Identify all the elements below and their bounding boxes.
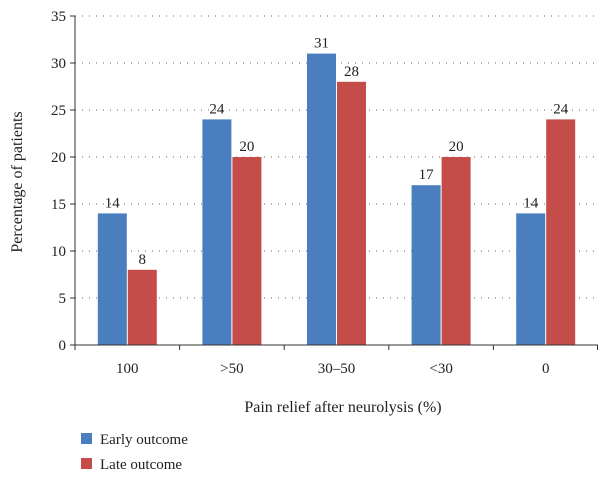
bar-early-1 xyxy=(202,119,232,346)
data-label: 20 xyxy=(449,139,464,155)
data-label: 28 xyxy=(344,64,359,80)
data-label: 8 xyxy=(139,252,147,268)
data-label: 14 xyxy=(523,195,539,211)
bar-late-1 xyxy=(232,157,262,345)
bar-late-0 xyxy=(127,269,157,345)
x-tick-label: 0 xyxy=(542,361,550,377)
y-tick-label: 20 xyxy=(51,150,66,166)
bar-late-2 xyxy=(337,81,366,346)
data-label: 20 xyxy=(239,139,254,155)
y-tick-label: 25 xyxy=(51,103,66,119)
data-label: 14 xyxy=(105,195,121,211)
data-label: 31 xyxy=(314,36,329,52)
y-tick-label: 10 xyxy=(51,244,66,260)
legend: Early outcome Late outcome xyxy=(81,432,188,473)
data-label: 24 xyxy=(209,101,225,117)
x-tick-label: 100 xyxy=(116,361,139,377)
bar-late-3 xyxy=(441,157,471,345)
x-tick-label: >50 xyxy=(220,361,243,377)
tick-labels: 0 5 10 15 20 25 30 35 100 >50 30–50 <30 0 xyxy=(51,9,549,377)
data-label: 24 xyxy=(553,101,569,117)
y-tick-label: 5 xyxy=(59,291,67,307)
legend-swatch-early xyxy=(81,433,92,444)
y-tick-label: 15 xyxy=(51,197,66,213)
bars xyxy=(97,53,576,346)
bar-early-3 xyxy=(411,185,441,345)
bar-early-4 xyxy=(516,213,546,345)
legend-label-late: Late outcome xyxy=(100,457,182,473)
x-tick-label: <30 xyxy=(429,361,452,377)
y-tick-label: 0 xyxy=(59,338,67,354)
y-axis-title: Percentage of patients xyxy=(9,111,26,252)
y-tick-label: 35 xyxy=(51,9,66,25)
axes xyxy=(70,15,598,350)
bar-early-0 xyxy=(97,213,127,345)
x-tick-label: 30–50 xyxy=(318,361,356,377)
data-label: 17 xyxy=(419,167,435,183)
bar-late-4 xyxy=(546,119,576,346)
legend-swatch-late xyxy=(81,458,92,469)
bar-early-2 xyxy=(307,53,336,345)
legend-label-early: Early outcome xyxy=(100,432,188,448)
x-axis-title: Pain relief after neurolysis (%) xyxy=(244,399,441,416)
data-labels: 14 8 24 20 31 28 17 20 14 24 xyxy=(105,36,569,268)
y-tick-label: 30 xyxy=(51,56,66,72)
